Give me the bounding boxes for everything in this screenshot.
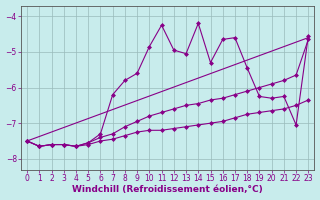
X-axis label: Windchill (Refroidissement éolien,°C): Windchill (Refroidissement éolien,°C) <box>72 185 263 194</box>
